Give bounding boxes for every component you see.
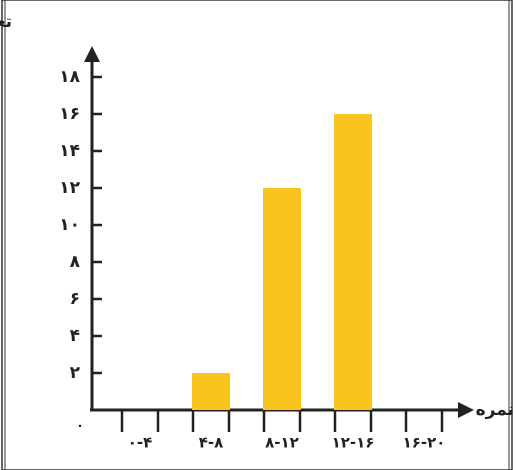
- y-tick-label: ۱۶: [59, 104, 80, 124]
- x-tick-label: ۸-۱۲: [265, 434, 299, 452]
- y-tick-label: ۱۲: [59, 178, 80, 198]
- y-tick-label: ۸: [70, 252, 81, 272]
- y-axis-arrow: [84, 46, 100, 62]
- frame-inner: [4, 0, 510, 470]
- bar: [192, 373, 230, 410]
- x-axis-label: نمره: [476, 400, 514, 420]
- origin-label: ۰: [76, 419, 84, 434]
- x-tick-label: ۱۲-۱۶: [332, 434, 375, 452]
- bar: [263, 188, 301, 410]
- y-tick-label: ۱۸: [59, 67, 80, 87]
- y-tick-label: ۲: [70, 363, 81, 383]
- bar: [334, 114, 372, 410]
- y-axis-label: تعداد دانش‌آموزان: [0, 10, 12, 32]
- x-tick-label: ۰-۴: [128, 434, 153, 452]
- y-tick-label: ۱۰: [59, 215, 80, 235]
- y-tick-label: ۴: [70, 326, 80, 346]
- x-tick-label: ۱۶-۲۰: [403, 434, 446, 452]
- x-axis-arrow: [458, 402, 474, 418]
- y-tick-label: ۶: [70, 289, 80, 309]
- y-tick-label: ۱۴: [59, 141, 80, 161]
- x-tick-label: ۴-۸: [199, 434, 224, 452]
